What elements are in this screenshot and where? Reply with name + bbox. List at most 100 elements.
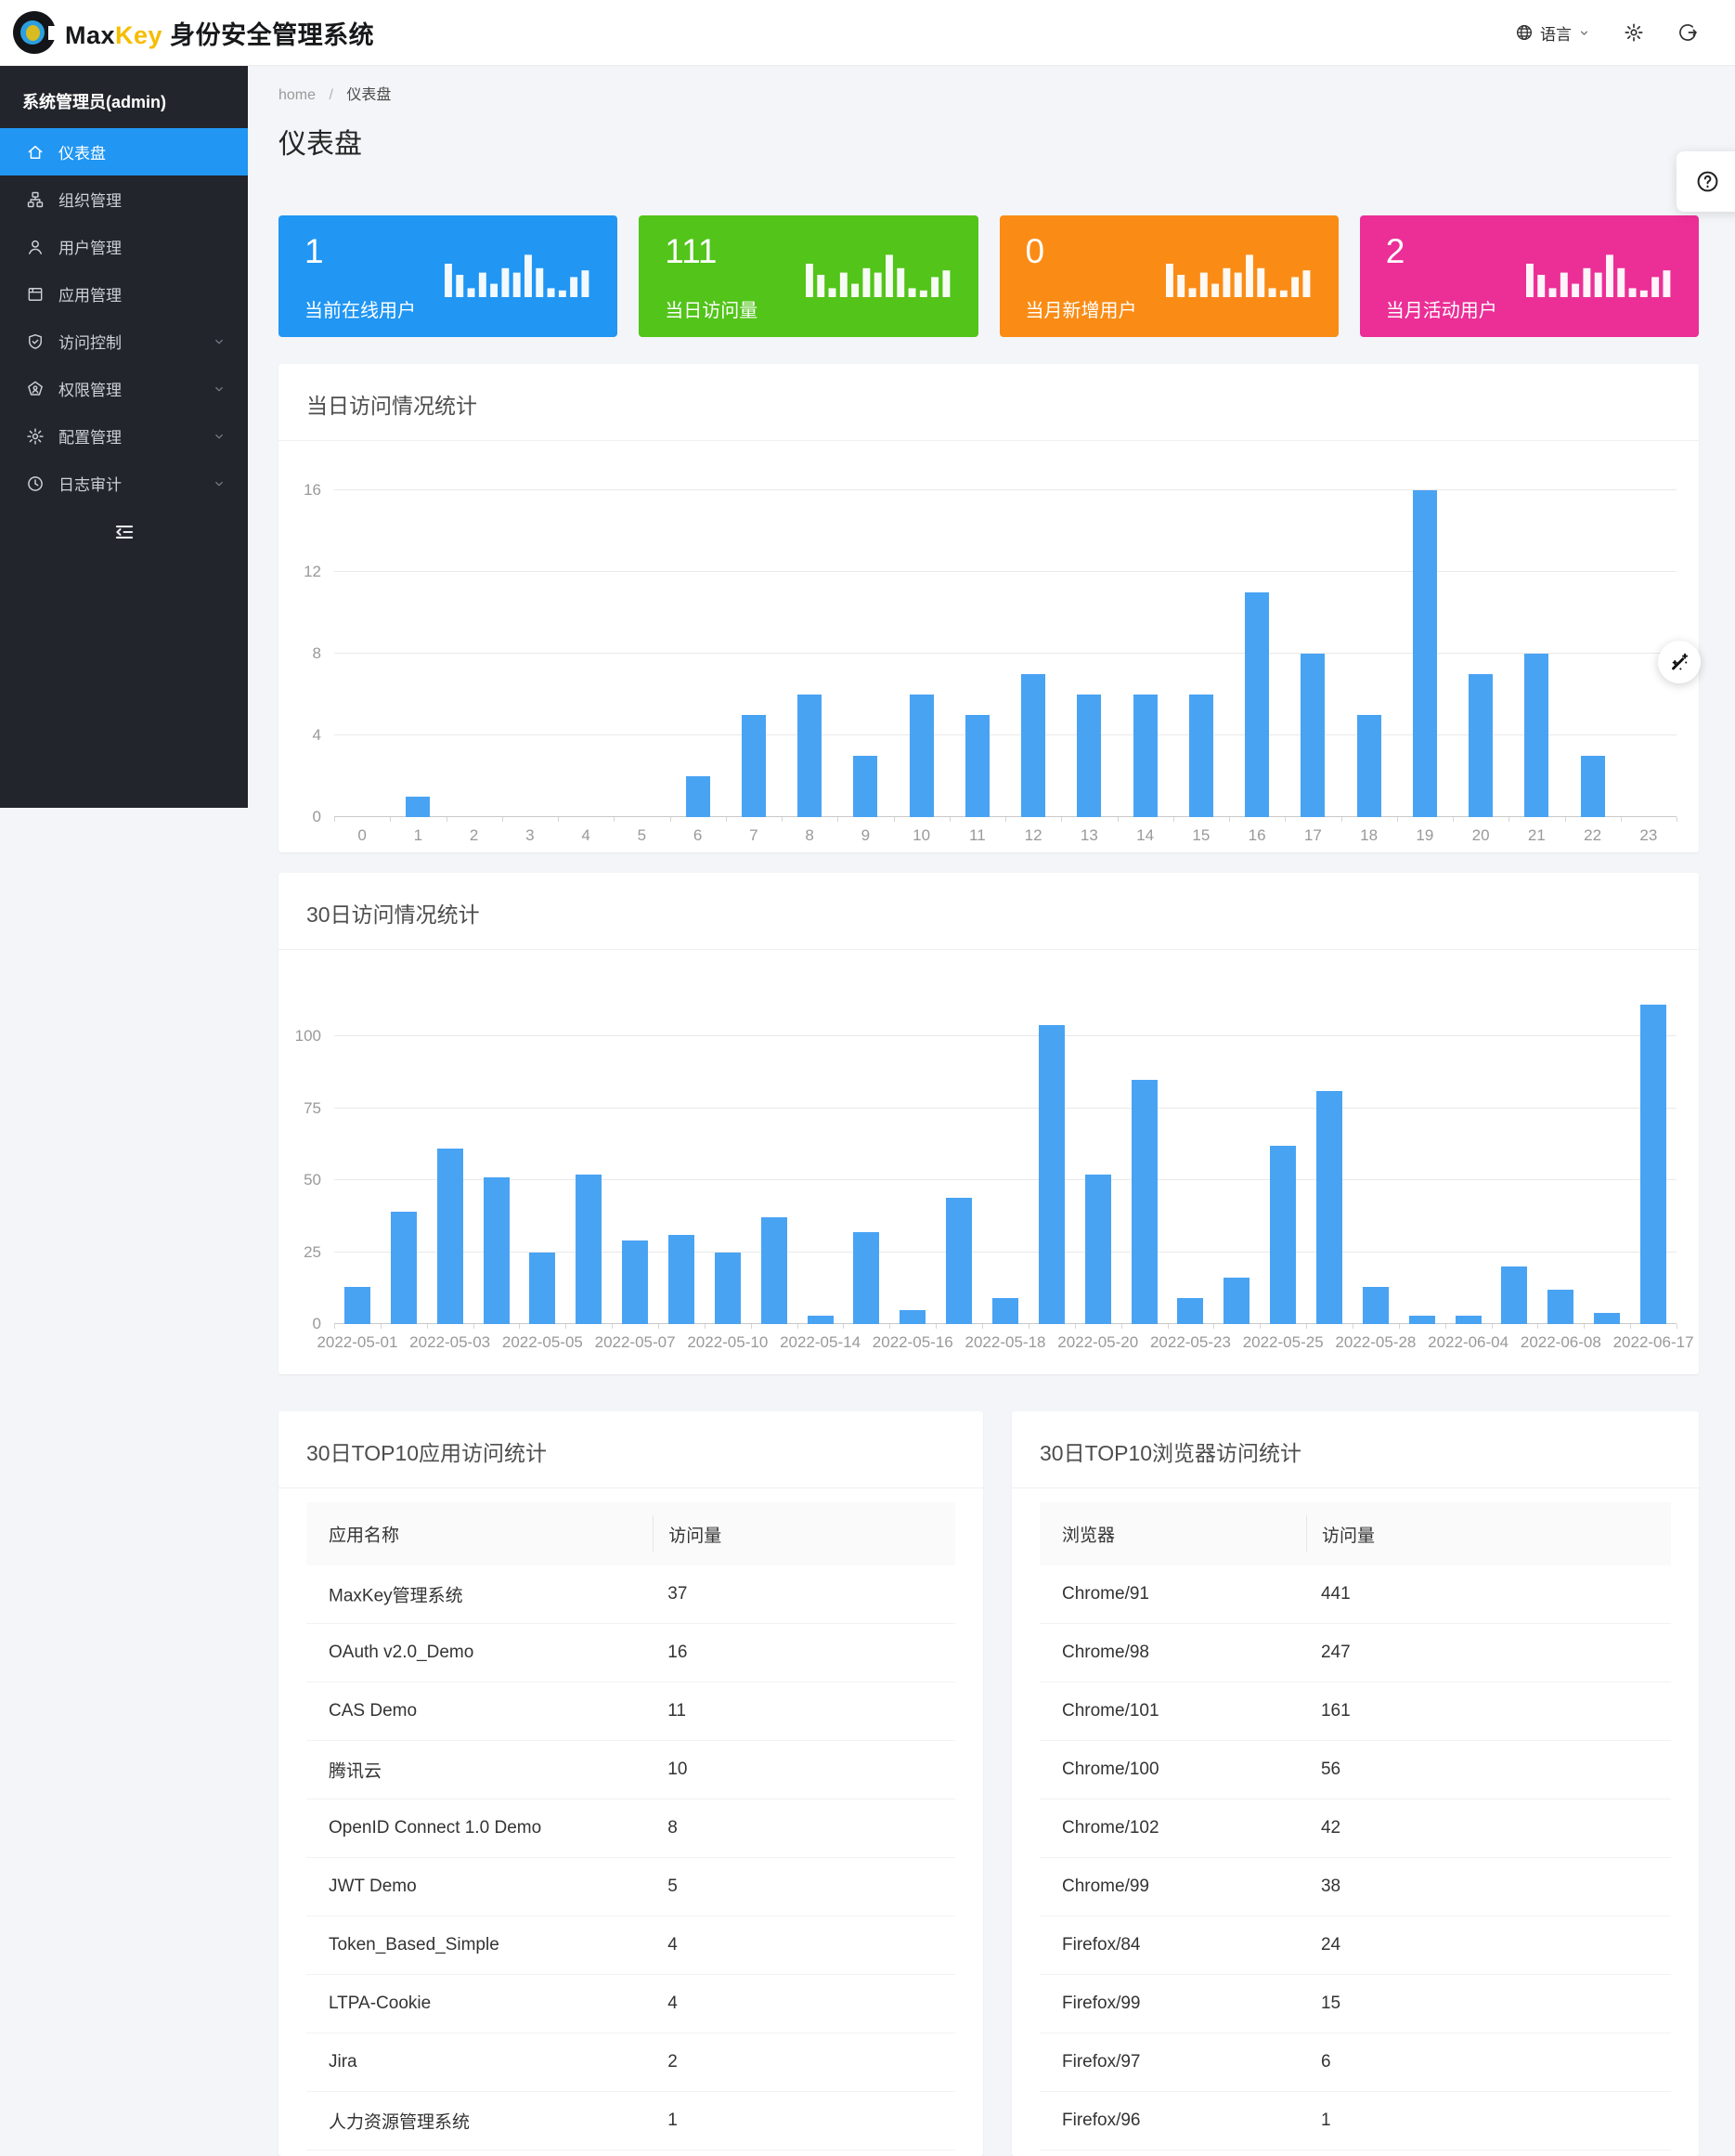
language-switcher[interactable]: 语言 (1515, 21, 1590, 45)
user-icon (26, 238, 45, 256)
axis-tick (982, 1324, 984, 1329)
gridline (334, 653, 1677, 654)
chevron-down-icon (213, 477, 226, 490)
table-row: Token_Based_Simple 4 (306, 1916, 955, 1975)
bar (436, 1148, 463, 1324)
x-axis-tick-label: 2022-05-03 (409, 1333, 491, 1351)
row-name-cell: Firefox/97 (1062, 2052, 1141, 2072)
axis-tick (1172, 817, 1174, 822)
chevron-down-icon (1578, 27, 1590, 39)
table-header: 应用名称 访问量 (306, 1502, 955, 1565)
magic-wand-fab[interactable] (1658, 641, 1701, 683)
row-value-cell: 11 (667, 1701, 686, 1721)
row-name-cell: 人力资源管理系统 (329, 2112, 471, 2133)
row-name-cell: CAS Demo (329, 1701, 418, 1721)
bar (1316, 1090, 1343, 1324)
axis-tick (1306, 1324, 1308, 1329)
x-axis-tick-label: 20 (1471, 826, 1490, 844)
x-axis-tick-label: 2022-05-23 (1149, 1333, 1231, 1351)
axis-tick (558, 817, 559, 822)
bar (1224, 1278, 1250, 1324)
bar (807, 1315, 834, 1324)
top10-browsers-table-card: 30日TOP10浏览器访问统计 浏览器 访问量 Chrome/91 441 Chro… (1012, 1411, 1699, 2156)
axis-tick (1564, 817, 1566, 822)
bar (965, 715, 990, 817)
axis-tick (893, 817, 895, 822)
y-axis-tick-label: 100 (294, 1027, 321, 1045)
sidebar-item-8[interactable]: 日志审计 (0, 460, 248, 507)
magic-wand-icon (1667, 650, 1691, 674)
table-row: JWT Demo 5 (306, 1858, 955, 1916)
bar (1362, 1286, 1389, 1324)
x-axis-tick-label: 22 (1584, 826, 1602, 844)
axis-tick (612, 1324, 614, 1329)
table-body: Chrome/91 441 Chrome/98 247 Chrome/101 161 Chr… (1040, 1565, 1671, 2150)
axis-tick (1074, 1324, 1076, 1329)
sidebar: 系统管理员(admin) 仪表盘 组织管理 用户管理 应用管理 访问控制 权限管理 配置管理… (0, 65, 248, 808)
chevron-down-icon (213, 335, 226, 348)
x-axis-tick-label: 2022-05-14 (780, 1333, 861, 1351)
row-value-cell: 1 (667, 2111, 678, 2130)
axis-tick (1213, 1324, 1215, 1329)
globe-icon (1515, 23, 1534, 42)
sidebar-item-1[interactable]: 仪表盘 (0, 128, 248, 175)
x-axis-tick-label: 2022-06-17 (1612, 1333, 1694, 1351)
x-axis-tick-label: 19 (1416, 826, 1434, 844)
axis-tick (1584, 1324, 1586, 1329)
table-row: Chrome/98 247 (1040, 1624, 1671, 1682)
row-value-cell: 15 (1320, 1994, 1341, 2013)
bar (1133, 695, 1158, 817)
stat-value: 2 (1385, 232, 1405, 270)
settings-button[interactable] (1624, 22, 1644, 43)
row-name-cell: LTPA-Cookie (329, 1994, 432, 2013)
monthly-visits-bar-chart: 0 25 50 75 100 2022-05-01 2022-05-03 2022-05-05… (295, 981, 1694, 1351)
x-axis-tick-label: 2022-05-05 (501, 1333, 583, 1351)
gridline (334, 1251, 1677, 1253)
y-axis-tick-label: 50 (304, 1171, 321, 1188)
bar (1412, 490, 1437, 817)
axis-tick (1340, 817, 1342, 822)
row-value-cell: 10 (667, 1760, 688, 1779)
logout-button[interactable] (1677, 22, 1698, 43)
sidebar-item-label: 用户管理 (58, 240, 122, 257)
gridline (334, 571, 1677, 572)
bar (853, 1231, 880, 1324)
sidebar-collapse-button[interactable] (0, 520, 248, 544)
divider (278, 949, 1699, 950)
row-name-cell: Chrome/98 (1062, 1643, 1149, 1662)
breadcrumb-home-link[interactable]: home (278, 87, 317, 103)
x-axis-tick-label: 2022-05-20 (1057, 1333, 1139, 1351)
axis-tick (750, 1324, 752, 1329)
row-name-cell: Chrome/99 (1062, 1877, 1149, 1896)
table-row: Chrome/99 38 (1040, 1858, 1671, 1916)
x-axis-tick-label: 0 (357, 826, 367, 844)
bar (406, 797, 431, 817)
sidebar-item-3[interactable]: 用户管理 (0, 223, 248, 270)
x-axis-line (334, 816, 1677, 817)
row-name-cell: Firefox/96 (1062, 2111, 1141, 2130)
y-axis-tick-label: 12 (304, 563, 321, 580)
table-row: LTPA-Cookie 4 (306, 1975, 955, 2033)
org-icon (26, 190, 45, 209)
x-axis-tick-label: 2022-05-28 (1335, 1333, 1417, 1351)
x-axis-tick-label: 12 (1024, 826, 1042, 844)
bar (1077, 695, 1102, 817)
axis-tick (426, 1324, 428, 1329)
axis-tick (473, 1324, 474, 1329)
sidebar-item-5[interactable]: 访问控制 (0, 318, 248, 365)
brand[interactable]: MaxKey 身份安全管理系统 (13, 0, 374, 65)
sidebar-item-7[interactable]: 配置管理 (0, 412, 248, 460)
help-button[interactable] (1677, 151, 1735, 212)
axis-tick (334, 817, 335, 822)
axis-tick (1453, 817, 1454, 822)
row-value-cell: 16 (667, 1643, 688, 1662)
gridline (334, 734, 1677, 735)
row-value-cell: 2 (667, 2052, 678, 2072)
row-name-cell: JWT Demo (329, 1877, 417, 1896)
axis-tick (936, 1324, 938, 1329)
stat-value: 1 (304, 232, 324, 270)
table-row: OpenID Connect 1.0 Demo 8 (306, 1799, 955, 1858)
sidebar-item-4[interactable]: 应用管理 (0, 270, 248, 318)
sidebar-item-2[interactable]: 组织管理 (0, 175, 248, 223)
sidebar-item-6[interactable]: 权限管理 (0, 365, 248, 412)
